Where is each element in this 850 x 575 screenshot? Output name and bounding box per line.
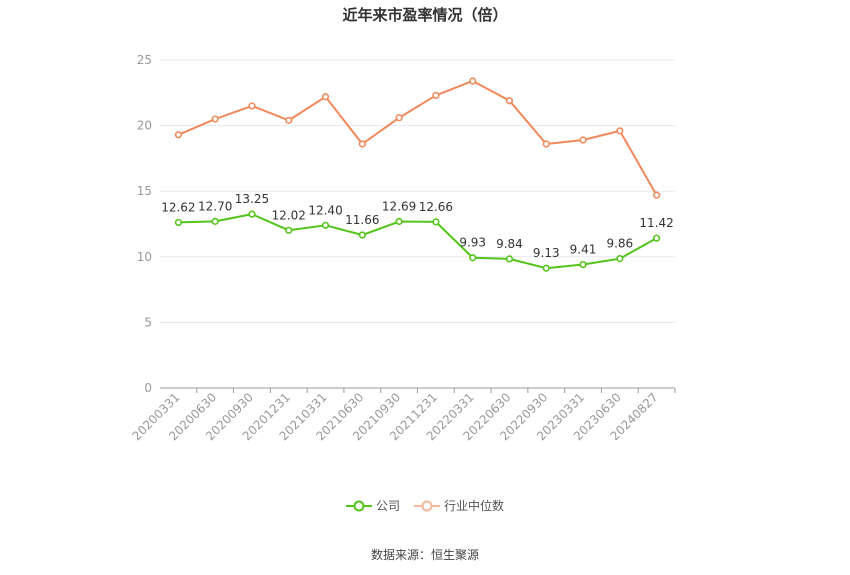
chart-legend: 公司 行业中位数 (0, 497, 850, 514)
company-data-label: 11.66 (345, 213, 379, 227)
company-data-label: 12.69 (382, 200, 416, 214)
chart-title: 近年来市盈率情况（倍） (342, 6, 508, 24)
company-data-point (579, 260, 587, 269)
company-data-point (395, 217, 403, 226)
industry-data-point (321, 93, 330, 101)
company-data-label: 9.41 (570, 243, 597, 257)
company-data-point (469, 254, 477, 262)
company-data-point (505, 255, 514, 263)
legend-item-company[interactable]: 公司 (345, 497, 400, 514)
company-data-label: 9.86 (606, 237, 633, 251)
legend-company-marker-icon (345, 500, 372, 511)
company-data-point (653, 234, 661, 242)
y-tick-label: 10 (137, 250, 152, 264)
y-tick-label: 5 (144, 315, 152, 329)
company-data-point (542, 264, 550, 272)
y-tick-label: 15 (137, 184, 152, 198)
company-data-point (616, 255, 624, 263)
legend-item-industry-median[interactable]: 行业中位数 (414, 497, 504, 514)
legend-industry-label: 行业中位数 (444, 499, 505, 513)
legend-company-label: 公司 (375, 499, 400, 513)
company-data-label: 12.70 (198, 199, 232, 213)
company-data-point (285, 226, 293, 234)
company-data-point (248, 210, 256, 218)
legend-industry-marker-icon (414, 500, 440, 511)
y-tick-label: 25 (137, 53, 152, 67)
industry-data-point (653, 191, 661, 199)
company-data-label: 9.93 (459, 236, 486, 250)
industry-data-point (248, 102, 256, 110)
company-data-label: 12.40 (308, 203, 342, 217)
industry-data-point (174, 131, 182, 139)
company-data-label: 13.25 (235, 192, 269, 206)
industry-data-point (432, 91, 440, 100)
industry-data-point (211, 115, 219, 123)
company-data-label: 11.42 (639, 216, 673, 230)
company-data-label: 9.13 (533, 246, 560, 260)
y-tick-label: 20 (137, 119, 152, 133)
company-data-label: 9.84 (496, 237, 523, 251)
data-source: 数据来源：恒生聚源 (370, 548, 479, 562)
company-data-point (432, 218, 440, 226)
industry-data-point (358, 140, 366, 148)
company-data-label: 12.66 (419, 200, 453, 214)
industry-data-point (505, 97, 514, 105)
company-data-point (358, 231, 366, 239)
company-data-point (174, 218, 182, 227)
company-series-line (178, 213, 658, 270)
company-data-label: 12.02 (272, 208, 306, 222)
y-tick-label: 0 (144, 381, 152, 395)
industry-data-point (469, 77, 477, 85)
industry-data-point (579, 136, 587, 144)
company-data-point (211, 217, 219, 225)
industry-data-point (395, 114, 403, 122)
company-data-label: 12.62 (161, 200, 195, 214)
industry-data-point (285, 116, 293, 124)
industry-data-point (542, 140, 550, 148)
industry-data-point (616, 127, 624, 135)
industry-series-line (177, 79, 658, 196)
company-data-point (321, 221, 330, 229)
